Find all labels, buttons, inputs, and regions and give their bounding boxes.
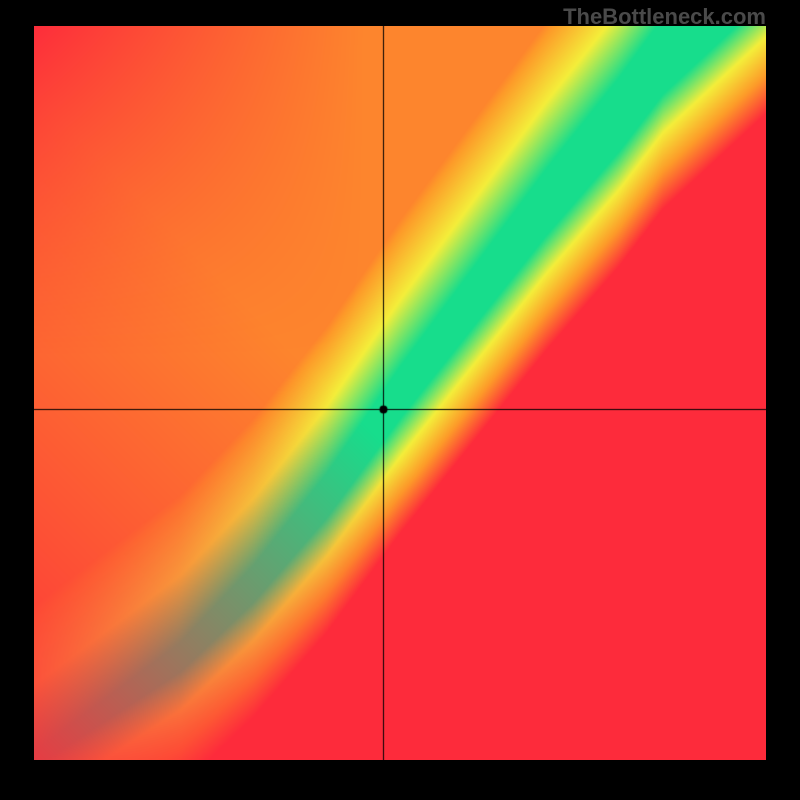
bottleneck-heatmap: [34, 26, 766, 760]
watermark-text: TheBottleneck.com: [563, 4, 766, 30]
chart-container: TheBottleneck.com: [0, 0, 800, 800]
